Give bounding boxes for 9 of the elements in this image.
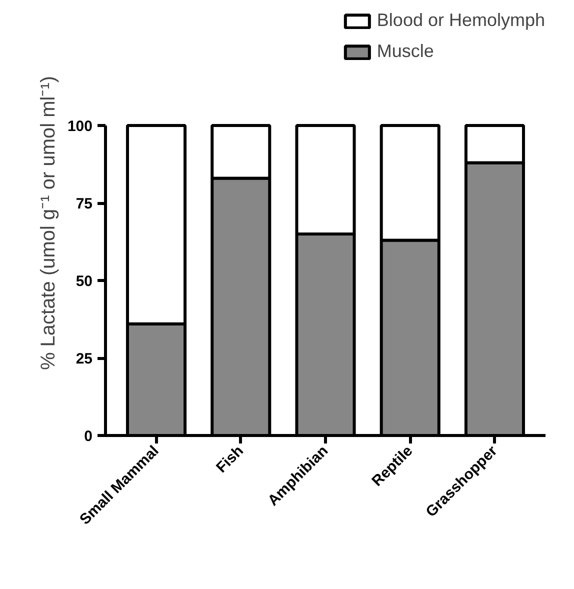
- x-tick-label: Fish: [213, 442, 247, 476]
- y-axis-title: % Lactate (umol g⁻¹ or umol ml⁻¹): [37, 76, 60, 370]
- y-tick-label: 100: [67, 118, 93, 135]
- y-tick-label: 0: [84, 428, 92, 445]
- y-tick-label: 25: [76, 350, 93, 368]
- y-tick-label: 50: [76, 273, 93, 290]
- legend-label: Blood or Hemolymph: [376, 10, 545, 31]
- y-tick-label: 75: [76, 196, 93, 212]
- legend-label: Muscle: [376, 41, 434, 62]
